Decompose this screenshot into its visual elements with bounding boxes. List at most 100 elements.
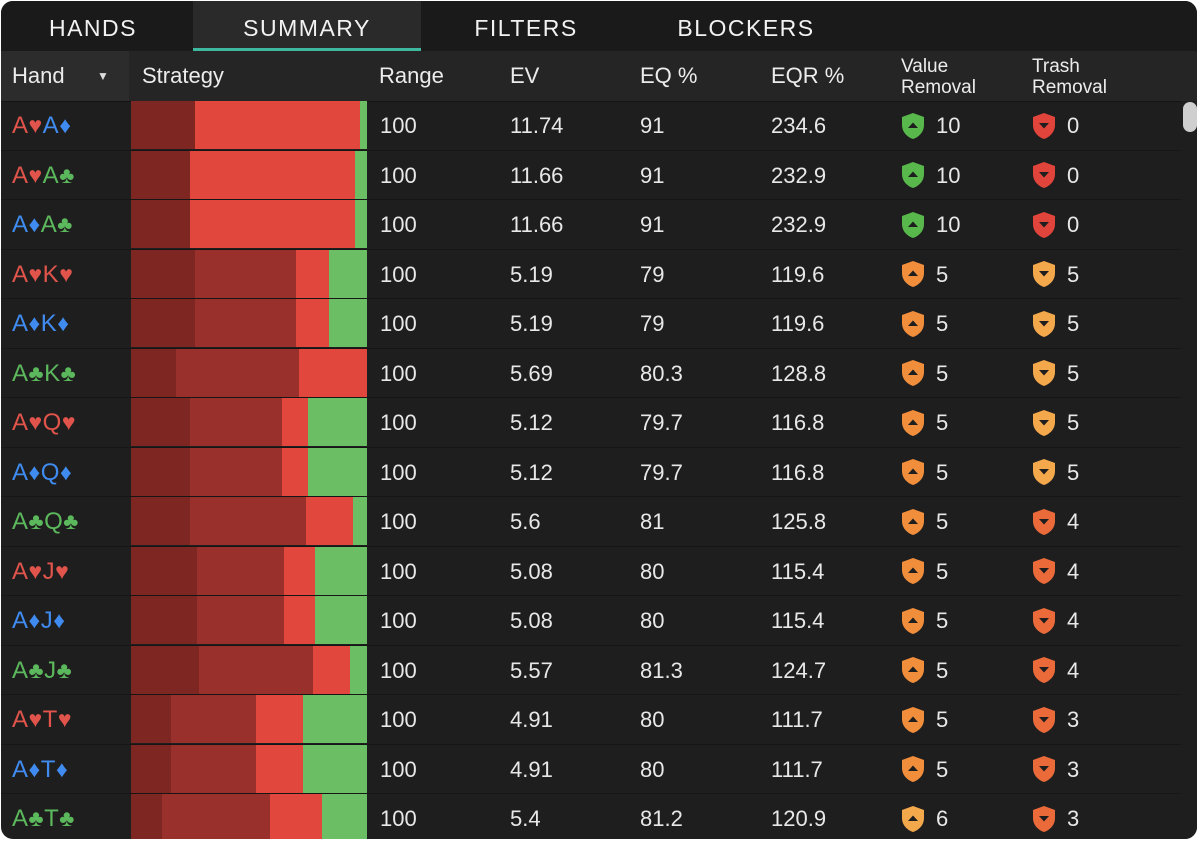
strategy-segment (131, 150, 190, 199)
strategy-segment (307, 447, 367, 496)
card-rank: K (40, 310, 58, 337)
ev-cell: 5.57 (510, 657, 553, 683)
strategy-segment (131, 200, 190, 248)
ev-cell: 4.91 (510, 707, 553, 732)
strategy-segment (194, 101, 360, 149)
ev-cell: 5.19 (510, 311, 553, 336)
card-rank: K (44, 359, 61, 387)
scrollbar-thumb[interactable] (1183, 102, 1197, 132)
range-cell: 100 (380, 360, 417, 386)
trash-removal-cell: 0 (1031, 200, 1079, 249)
shield-up-icon (900, 805, 926, 833)
value-removal-line-2: Removal (901, 77, 976, 98)
shield-up-icon (900, 755, 926, 783)
eqr-column-header[interactable]: EQR % (771, 63, 845, 88)
trash-removal-cell: 3 (1031, 794, 1079, 839)
table-row[interactable]: A♣J♣ 100 5.57 81.3 124.7 5 4 (1, 645, 1181, 695)
table-row[interactable]: A♦K♦ 100 5.19 79 119.6 5 5 (1, 299, 1181, 349)
trash-removal-number: 0 (1067, 113, 1080, 138)
tab-hands[interactable]: HANDS (48, 15, 137, 41)
trash-removal-cell: 0 (1031, 101, 1079, 150)
eqr-cell: 124.7 (771, 657, 827, 683)
hand-column-header[interactable]: Hand ▼ (1, 51, 129, 101)
table-row[interactable]: A♣Q♣ 100 5.6 81 125.8 5 4 (1, 497, 1181, 547)
table-row[interactable]: A♦A♣ 100 11.66 91 232.9 10 0 (1, 200, 1181, 250)
trash-removal-line-1: Trash (1032, 56, 1080, 77)
eq-cell: 79.7 (640, 410, 683, 435)
trash-removal-number: 5 (1067, 261, 1080, 287)
card-rank: A (40, 211, 58, 238)
ev-cell: 5.6 (510, 509, 541, 534)
table-row[interactable]: A♥A♣ 100 11.66 91 232.9 10 0 (1, 150, 1181, 200)
value-removal-column-header[interactable]: Value Removal (901, 56, 976, 98)
value-removal-cell: 5 (900, 695, 948, 744)
table-row[interactable]: A♥A♦ 100 11.74 91 234.6 10 0 (1, 101, 1181, 151)
eq-cell: 81 (640, 509, 665, 534)
strategy-segment (270, 794, 323, 839)
card-rank: A (12, 409, 29, 436)
table-row[interactable]: A♦T♦ 100 4.91 80 111.7 5 3 (1, 744, 1181, 794)
hand-cell: A♣Q♣ (12, 497, 79, 546)
table-row[interactable]: A♣T♣ 100 5.4 81.2 120.9 6 3 (1, 794, 1181, 839)
card-rank: A (12, 805, 29, 832)
tab-summary[interactable]: SUMMARY (193, 1, 421, 51)
range-cell: 100 (380, 756, 417, 782)
table-row[interactable]: A♥Q♥ 100 5.12 79.7 116.8 5 5 (1, 398, 1181, 448)
sort-caret-icon[interactable]: ▼ (97, 69, 109, 83)
tab-blockers[interactable]: BLOCKERS (677, 15, 815, 41)
trash-removal-column-header[interactable]: Trash Removal (1032, 56, 1107, 98)
card-suit-icon: ♣ (57, 211, 73, 237)
hand-cell: A♥A♦ (12, 101, 71, 150)
shield-up-icon (900, 409, 926, 437)
table-row[interactable]: A♦J♦ 100 5.08 80 115.4 5 4 (1, 596, 1181, 646)
table-row[interactable]: A♥T♥ 100 4.91 80 111.7 5 3 (1, 695, 1181, 745)
strategy-segment (282, 398, 308, 446)
eq-cell: 91 (640, 113, 665, 138)
strategy-segment (131, 645, 200, 694)
table-row[interactable]: A♣K♣ 100 5.69 80.3 128.8 5 5 (1, 348, 1181, 398)
card-rank: A (12, 755, 29, 783)
trash-removal-number: 5 (1067, 311, 1080, 336)
eq-column-header[interactable]: EQ % (640, 63, 698, 88)
trash-removal-number: 4 (1067, 558, 1080, 584)
table-row[interactable]: A♦Q♦ 100 5.12 79.7 116.8 5 5 (1, 447, 1181, 497)
card-rank: A (12, 359, 29, 387)
value-removal-number: 10 (936, 113, 961, 138)
scrollbar-track[interactable] (1181, 101, 1197, 839)
trash-removal-cell: 4 (1031, 646, 1079, 695)
shield-up-icon (900, 458, 926, 486)
value-removal-number: 5 (936, 558, 949, 584)
shield-up-icon (900, 310, 926, 338)
trash-removal-number: 3 (1067, 806, 1080, 831)
shield-down-icon (1031, 161, 1057, 189)
table-row[interactable]: A♥K♥ 100 5.19 79 119.6 5 5 (1, 249, 1181, 299)
eq-cell: 79 (640, 261, 665, 287)
value-removal-cell: 10 (900, 200, 960, 249)
value-removal-number: 10 (936, 212, 961, 237)
trash-removal-cell: 3 (1031, 745, 1079, 794)
card-rank: T (44, 805, 60, 832)
shield-up-icon (900, 211, 926, 239)
ev-column-header[interactable]: EV (510, 63, 540, 88)
strategy-bar (131, 200, 367, 248)
value-removal-number: 5 (936, 410, 949, 435)
card-rank: A (12, 607, 29, 634)
card-rank: K (42, 260, 60, 288)
trash-removal-cell: 4 (1031, 547, 1079, 596)
tab-filters[interactable]: FILTERS (474, 15, 578, 41)
strategy-column-header[interactable]: Strategy (142, 63, 224, 88)
card-rank: J (44, 656, 57, 684)
card-suit-icon: ♦ (28, 310, 41, 336)
eq-cell: 81.3 (640, 657, 683, 683)
table-row[interactable]: A♥J♥ 100 5.08 80 115.4 5 4 (1, 546, 1181, 596)
value-removal-cell: 5 (900, 398, 948, 447)
strategy-bar (131, 299, 367, 347)
shield-up-icon (900, 706, 926, 734)
card-rank: J (40, 607, 54, 634)
strategy-bar (131, 596, 367, 644)
range-column-header[interactable]: Range (379, 63, 444, 88)
strategy-segment (282, 447, 308, 496)
strategy-segment (131, 398, 190, 446)
trash-removal-cell: 4 (1031, 497, 1079, 546)
card-rank: A (42, 161, 60, 189)
